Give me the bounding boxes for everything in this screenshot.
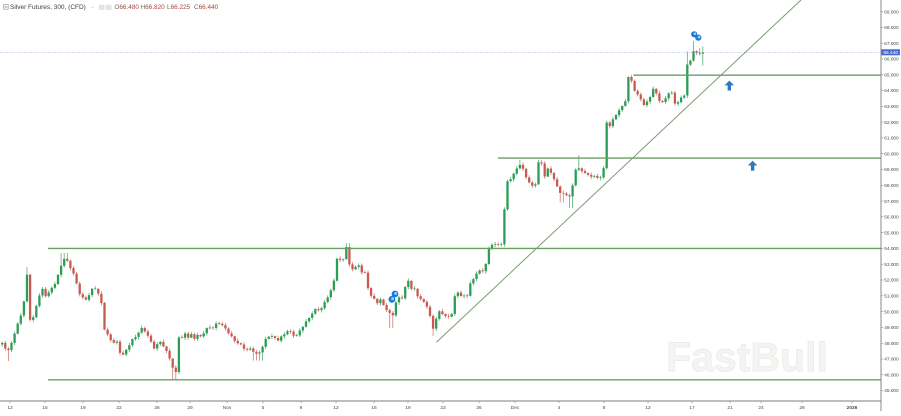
svg-text:17: 17 [689,405,695,411]
svg-text:24: 24 [758,405,764,411]
svg-text:23: 23 [440,405,446,411]
svg-text:12: 12 [645,405,651,411]
svg-text:49.000: 49.000 [884,325,899,330]
svg-text:61.000: 61.000 [884,136,899,141]
svg-text:68.000: 68.000 [884,25,899,30]
svg-text:-: - [92,4,94,11]
svg-text:2026: 2026 [847,405,858,411]
svg-text:63.000: 63.000 [884,104,899,109]
svg-text:54.000: 54.000 [884,246,899,251]
svg-text:48.000: 48.000 [884,341,899,346]
svg-text:45.000: 45.000 [884,388,899,393]
svg-text:53.000: 53.000 [884,262,899,267]
svg-text:L66.225: L66.225 [167,4,191,11]
svg-text:66.440: 66.440 [883,50,898,56]
svg-text:22: 22 [116,405,122,411]
svg-text:62.000: 62.000 [884,120,899,125]
svg-text:67.000: 67.000 [884,41,899,46]
svg-text:19: 19 [405,405,411,411]
svg-text:28: 28 [799,405,805,411]
svg-text:8: 8 [603,405,606,411]
svg-text:64.000: 64.000 [884,88,899,93]
svg-text:51.000: 51.000 [884,294,899,299]
svg-text:52.000: 52.000 [884,278,899,283]
svg-text:12: 12 [7,405,13,411]
svg-text:46.000: 46.000 [884,372,899,377]
svg-text:9: 9 [300,405,303,411]
svg-text:57.000: 57.000 [884,199,899,204]
svg-text:26: 26 [476,405,482,411]
svg-text:65.000: 65.000 [884,72,899,77]
svg-text:Nov: Nov [223,405,232,411]
svg-text:26: 26 [154,405,160,411]
svg-text:29: 29 [187,405,193,411]
svg-text:H66.820: H66.820 [141,4,166,11]
svg-text:21: 21 [727,405,733,411]
svg-text:15: 15 [42,405,48,411]
svg-text:12: 12 [333,405,339,411]
svg-text:16: 16 [371,405,377,411]
svg-text:O66.480: O66.480 [114,4,139,11]
svg-text:60.000: 60.000 [884,151,899,156]
svg-text:56.000: 56.000 [884,215,899,220]
svg-text:50.000: 50.000 [884,309,899,314]
svg-text:C66.440: C66.440 [194,4,219,11]
svg-text:FastBull: FastBull [666,334,828,380]
svg-text:Silver Futures, 300, (CFD): Silver Futures, 300, (CFD) [10,4,86,11]
svg-text:58.000: 58.000 [884,183,899,188]
svg-text:69.000: 69.000 [884,9,899,14]
svg-text:55.000: 55.000 [884,230,899,235]
svg-text:47.000: 47.000 [884,357,899,362]
svg-text:4: 4 [558,405,561,411]
svg-text:Dec: Dec [511,405,520,411]
svg-text:5: 5 [262,405,265,411]
svg-text:66.000: 66.000 [884,57,899,62]
svg-text:19: 19 [80,405,86,411]
svg-text:59.000: 59.000 [884,167,899,172]
